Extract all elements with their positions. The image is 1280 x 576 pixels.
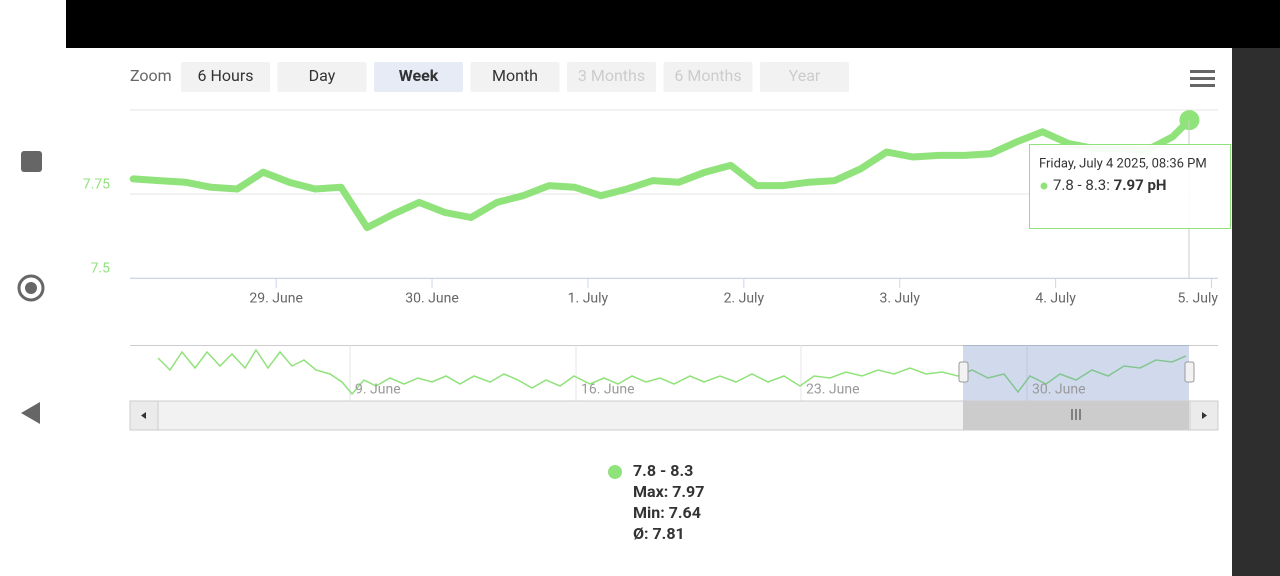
recents-button[interactable] [21, 151, 42, 172]
navigator-line [157, 348, 1187, 396]
zoom-button-label: Week [399, 66, 439, 85]
legend-stat: Min: 7.64 [633, 503, 701, 522]
tooltip-text: 7.8 - 8.3: 7.97 pH [1053, 176, 1167, 194]
menu-button[interactable] [1190, 70, 1215, 87]
zoom-button-label: Year [789, 66, 821, 85]
tooltip-date: Friday, July 4 2025, 08:36 PM [1039, 156, 1207, 171]
back-button[interactable] [21, 402, 40, 424]
plot: 7.5 7.75 29. June 30. June 1. July 2. July 3. … [83, 109, 1218, 307]
zoom-button[interactable] [277, 62, 367, 92]
zoom-button-label: Month [492, 66, 538, 85]
zoom-button [760, 62, 849, 92]
tooltip-label: 7.8 - 8.3: [1053, 176, 1110, 194]
zoom-button-label: Day [309, 66, 336, 85]
zoom-buttons: 6 Hours Day Week Month 3 Months 6 Months Year [181, 62, 849, 92]
navigator-handle[interactable] [958, 361, 969, 383]
zoom-button [663, 62, 753, 92]
navigator-labels: 9. June 16. June 23. June 30. June [355, 382, 1086, 398]
x-tick-label: 1. July [568, 291, 609, 307]
navigator-mask[interactable] [963, 345, 1189, 401]
x-tick-label: 5. July [1177, 291, 1218, 307]
legend-name: 7.8 - 8.3 [633, 461, 693, 480]
scrollbar-grip [1071, 409, 1081, 420]
y-tick-label: 7.5 [91, 261, 111, 277]
legend-stat: Max: 7.97 [633, 482, 704, 501]
tooltip: Friday, July 4 2025, 08:36 PM 7.8 - 8.3:… [1029, 121, 1231, 278]
side-panel [1232, 48, 1280, 576]
legend-stat: Ø: 7.81 [633, 524, 685, 543]
tooltip-value: 7.97 pH [1114, 176, 1167, 194]
navigator-label: 16. June [581, 382, 635, 398]
arrow [141, 412, 146, 419]
navigator: 9. June 16. June 23. June 30. June [130, 345, 1218, 401]
navigator-label: 30. June [1032, 382, 1086, 398]
y-tick-label: 7.75 [83, 177, 110, 193]
zoom-button[interactable] [374, 62, 463, 92]
navigator-label: 23. June [806, 382, 860, 398]
hover-point [1179, 110, 1200, 131]
navigator-bg [130, 345, 1218, 401]
zoom-button-label: 6 Months [674, 66, 741, 85]
home-dot [25, 282, 37, 294]
tooltip-box [1029, 144, 1231, 229]
legend[interactable]: 7.8 - 8.3 Max: 7.97 Min: 7.64 Ø: 7.81 [608, 461, 704, 543]
zoom-label: Zoom [130, 66, 172, 85]
zoom-button[interactable] [181, 62, 270, 92]
navigator-handle[interactable] [1184, 361, 1195, 383]
x-tick-label: 30. June [405, 291, 459, 307]
home-button[interactable] [17, 274, 45, 302]
tooltip-symbol [1040, 182, 1048, 190]
legend-symbol [608, 465, 622, 479]
zoom-button-label: 6 Hours [198, 66, 254, 85]
x-tick-label: 4. July [1035, 291, 1076, 307]
x-tick-label: 3. July [879, 291, 920, 307]
x-tick-label: 2. July [724, 291, 765, 307]
x-tick-label: 29. June [249, 291, 303, 307]
series-line [129, 116, 1193, 232]
menu-line [1190, 84, 1215, 87]
menu-line [1190, 70, 1215, 73]
scrollbar [129, 400, 1219, 431]
arrow [1202, 412, 1207, 419]
legend-stats: Max: 7.97 Min: 7.64 Ø: 7.81 [633, 482, 704, 543]
navigator-label: 9. June [355, 382, 401, 398]
menu-line [1190, 77, 1215, 80]
zoom-button-label: 3 Months [578, 66, 645, 85]
status-bar [66, 0, 1280, 48]
zoom-button[interactable] [470, 62, 560, 92]
zoom-button [567, 62, 656, 92]
